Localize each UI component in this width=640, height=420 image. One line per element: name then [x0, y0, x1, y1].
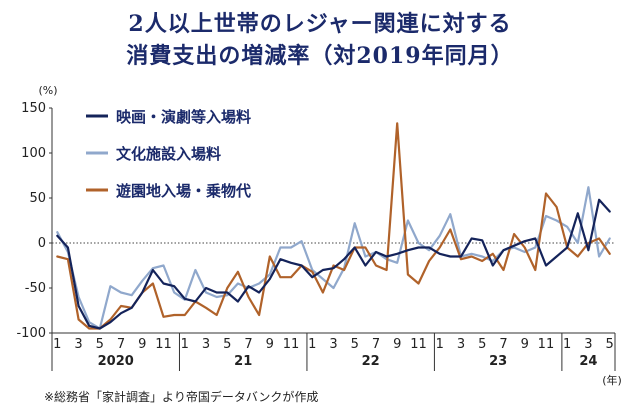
- legend-label-2: 文化施設入場料: [116, 145, 221, 163]
- series-line-3: [56, 122, 611, 330]
- x-tick-label: 11: [283, 337, 300, 352]
- x-tick-label: 7: [244, 337, 252, 352]
- chart-title-line2: 消費支出の増減率（対2019年同月）: [126, 43, 514, 69]
- y-tick-label: -50: [25, 281, 46, 296]
- legend-label-1: 映画・演劇等入場料: [116, 108, 251, 126]
- x-tick-label: 1: [53, 337, 61, 352]
- x-tick-label: 3: [74, 337, 82, 352]
- x-tick-label: 9: [393, 337, 401, 352]
- x-tick-label: 11: [538, 337, 555, 352]
- x-tick-label: 3: [457, 337, 465, 352]
- y-tick-label: 50: [29, 191, 46, 206]
- year-label: 24: [579, 354, 597, 369]
- x-tick-label: 3: [202, 337, 210, 352]
- x-tick-label: 11: [410, 337, 427, 352]
- y-tick-label: 150: [21, 101, 46, 116]
- x-tick-label: 9: [138, 337, 146, 352]
- x-tick-label: 9: [266, 337, 274, 352]
- x-tick-label: 3: [584, 337, 592, 352]
- x-axis-unit: (年): [602, 373, 622, 387]
- x-tick-label: 5: [606, 337, 614, 352]
- x-tick-label: 5: [223, 337, 231, 352]
- series-line-2: [56, 186, 611, 330]
- y-tick-label: 0: [38, 236, 46, 251]
- y-tick-label: 100: [21, 146, 46, 161]
- series-line-1: [56, 198, 611, 330]
- legend-label-3: 遊園地入場・乗物代: [116, 182, 251, 200]
- chart-title-line1: 2人以上世帯のレジャー関連に対する: [128, 11, 512, 37]
- x-tick-label: 7: [499, 337, 507, 352]
- x-tick-label: 1: [563, 337, 571, 352]
- x-tick-label: 1: [181, 337, 189, 352]
- x-tick-label: 9: [521, 337, 529, 352]
- year-label: 22: [362, 354, 380, 369]
- x-tick-label: 1: [308, 337, 316, 352]
- source-note: ※総務省「家計調査」より帝国データバンクが作成: [44, 390, 319, 404]
- x-tick-label: 3: [329, 337, 337, 352]
- x-tick-label: 1: [436, 337, 444, 352]
- x-tick-label: 11: [155, 337, 172, 352]
- x-tick-label: 5: [478, 337, 486, 352]
- x-tick-label: 5: [96, 337, 104, 352]
- x-tick-label: 7: [372, 337, 380, 352]
- y-tick-label: -100: [16, 326, 46, 341]
- year-label: 21: [234, 354, 252, 369]
- year-label: 23: [489, 354, 507, 369]
- x-tick-label: 7: [117, 337, 125, 352]
- x-tick-label: 5: [351, 337, 359, 352]
- y-axis-unit: (%): [38, 84, 57, 97]
- year-label: 2020: [98, 354, 134, 369]
